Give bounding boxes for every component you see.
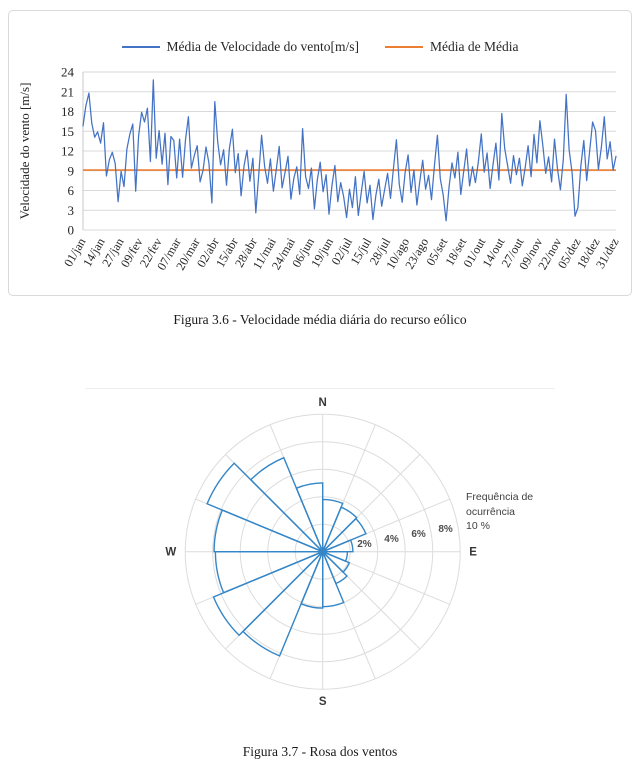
legend-item-0: Média de Velocidade do vento[m/s] xyxy=(121,39,359,55)
chart-legend: Média de Velocidade do vento[m/s] Média d… xyxy=(9,39,631,55)
y-tick-label: 15 xyxy=(61,124,74,139)
y-axis-title: Velocidade do vento [m/s] xyxy=(17,83,32,220)
rose-petal xyxy=(322,517,367,553)
y-tick-label: 3 xyxy=(68,203,75,218)
figure-divider-line xyxy=(85,388,555,389)
figure-3-6-caption: Figura 3.6 - Velocidade média diária do … xyxy=(173,312,467,327)
legend-item-1: Média de Média xyxy=(384,39,519,55)
y-tick-label: 9 xyxy=(68,163,75,178)
wind-rose-chart: 2% 4% 6% 8% N S W E xyxy=(165,397,477,708)
rose-petal xyxy=(295,482,324,552)
rose-petal xyxy=(206,462,324,553)
annotation-line-3: 10 % xyxy=(466,520,490,532)
legend-label: Média de Média xyxy=(429,39,519,54)
annotation-line-1: Frequência de xyxy=(466,491,534,503)
compass-label-W: W xyxy=(165,547,176,559)
y-tick-label: 18 xyxy=(61,104,74,119)
y-tick-label: 24 xyxy=(61,65,75,80)
rose-r-tick-label: 2% xyxy=(357,539,372,550)
rose-r-tick-label: 4% xyxy=(384,534,399,545)
compass-label-S: S xyxy=(319,696,327,708)
rose-petal xyxy=(322,506,358,553)
rose-petal xyxy=(249,456,324,553)
rose-petal xyxy=(322,539,354,553)
wind-speed-series xyxy=(82,79,617,222)
compass-label-N: N xyxy=(319,397,327,409)
rose-petal xyxy=(242,551,324,657)
y-tick-label: 21 xyxy=(61,84,74,99)
annotation-line-2: ocurrência xyxy=(466,505,516,518)
legend-label: Média de Velocidade do vento[m/s] xyxy=(166,39,359,54)
rose-center-dot xyxy=(318,547,327,556)
compass-label-E: E xyxy=(469,547,477,559)
rose-petal xyxy=(214,551,323,594)
y-tick-label: 6 xyxy=(68,183,75,198)
wind-speed-chart-frame: Média de Velocidade do vento[m/s] Média d… xyxy=(8,10,632,296)
rose-r-tick-label: 8% xyxy=(438,524,453,535)
figure-3-7-caption: Figura 3.7 - Rosa dos ventos xyxy=(242,744,398,759)
y-tick-label: 0 xyxy=(68,223,75,238)
rose-petal xyxy=(212,551,324,637)
rose-r-tick-label: 6% xyxy=(411,529,426,540)
legend-line-swatch xyxy=(384,46,423,48)
rose-frequency-annotation: Frequência de ocurrência 10 % xyxy=(466,490,556,534)
y-tick-label: 12 xyxy=(61,144,74,159)
legend-line-swatch xyxy=(121,46,160,48)
